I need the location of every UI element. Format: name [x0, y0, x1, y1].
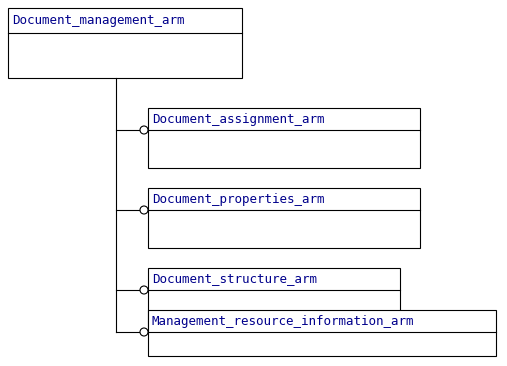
Circle shape — [140, 126, 148, 134]
Text: Document_structure_arm: Document_structure_arm — [152, 273, 317, 285]
Text: Document_management_arm: Document_management_arm — [12, 14, 185, 27]
Circle shape — [140, 286, 148, 294]
Text: Management_resource_information_arm: Management_resource_information_arm — [152, 314, 415, 328]
Text: Document_properties_arm: Document_properties_arm — [152, 193, 324, 205]
Circle shape — [140, 206, 148, 214]
Bar — [148, 188, 420, 248]
Bar — [148, 268, 400, 328]
Bar — [8, 8, 242, 78]
Text: Document_assignment_arm: Document_assignment_arm — [152, 112, 324, 126]
Bar — [148, 310, 496, 356]
Circle shape — [140, 328, 148, 336]
Bar — [148, 108, 420, 168]
